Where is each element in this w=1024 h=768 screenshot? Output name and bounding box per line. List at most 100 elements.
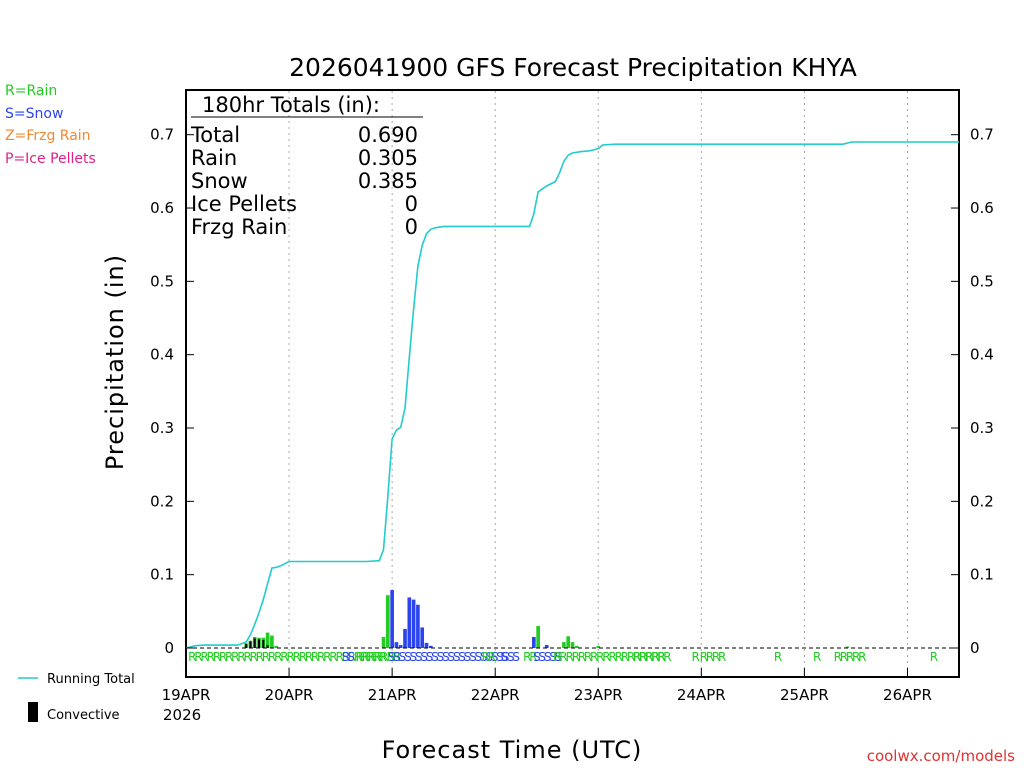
rain-bar	[562, 642, 566, 648]
precip-type-marker: S	[500, 650, 507, 664]
x-tick-label: 24APR	[677, 686, 726, 704]
snow-bar	[420, 627, 425, 648]
totals-row-label: Ice Pellets	[191, 192, 297, 216]
rain-bar	[386, 595, 390, 648]
convective-bar	[262, 639, 265, 648]
snow-bar	[428, 645, 433, 648]
totals-rows: Total 0.690 Rain 0.305 Snow 0.385 Ice Pellets 0…	[190, 123, 418, 239]
y-tick-label: 0	[164, 639, 174, 657]
convective-legend-label: Convective	[47, 708, 120, 723]
snow-bar	[407, 597, 412, 648]
y-tick-label: 0	[970, 639, 980, 657]
totals-row-label: Snow	[191, 169, 248, 193]
precip-type-marker: RRRRRR	[633, 650, 672, 664]
rain-bar	[845, 646, 850, 648]
rain-bar	[596, 645, 601, 648]
x-axis-label: Forecast Time (UTC)	[382, 736, 643, 764]
y-tick-label: 0.6	[150, 199, 174, 217]
precip-type-marker: RRRRRRRRRRRRRRRRRR	[553, 650, 665, 664]
precip-type-marker: RRRRRRRRRRRRRRRRRRRRRRRRRRRRRRRR	[188, 650, 386, 664]
line-legend: Running Total Convective	[18, 672, 135, 723]
convective-bars	[245, 638, 269, 648]
totals-row-value: 0.305	[358, 146, 418, 170]
y-axis-label: Precipitation (in)	[101, 254, 129, 470]
precip-type-marker: RRRRRRR	[356, 650, 401, 664]
x-tick-label: 20APR	[265, 686, 314, 704]
legend-frzg-rain: Z=Frzg Rain	[5, 128, 91, 144]
convective-bar	[245, 643, 248, 648]
y-tick-label: 0.1	[150, 566, 174, 584]
snow-bar	[416, 604, 420, 648]
totals-row-label: Rain	[191, 146, 237, 170]
snow-bar	[424, 642, 429, 648]
precip-type-marker: SSSSSSSSSSSSSSSSSSSSSSSS	[388, 650, 520, 664]
totals-row-value: 0.690	[358, 123, 418, 147]
precip-type-marker: RR	[523, 650, 537, 664]
precip-type-marker: SSSSS	[533, 650, 562, 664]
x-tick-label: 22APR	[471, 686, 520, 704]
convective-bar	[258, 639, 261, 648]
precip-type-marker: RRRRR	[834, 650, 867, 664]
precip-type-marker: SS	[342, 650, 354, 664]
totals-box: 180hr Totals (in): Total 0.690 Rain 0.305 Sn…	[190, 93, 423, 239]
convective-bar	[249, 641, 252, 648]
convective-bar	[253, 638, 256, 648]
x-tick-label: 19APR	[162, 686, 211, 704]
totals-row-label: Frzg Rain	[191, 215, 287, 239]
x-tick-label: 21APR	[368, 686, 417, 704]
x-tick-label: 23APR	[574, 686, 623, 704]
x-tick-label: 25APR	[780, 686, 829, 704]
chart-title: 2026041900 GFS Forecast Precipitation KH…	[289, 53, 857, 82]
snow-bar	[394, 642, 399, 648]
rain-bar	[570, 642, 575, 648]
precip-type-marker: R	[774, 650, 782, 664]
totals-row-label: Total	[190, 123, 240, 147]
precip-type-marker: RR	[481, 650, 495, 664]
y-tick-label: 0.3	[150, 419, 174, 437]
source-credit: coolwx.com/models	[867, 747, 1015, 765]
rain-bar	[574, 645, 579, 648]
y-tick-label: 0.2	[150, 492, 174, 510]
y-tick-label: 0.7	[970, 126, 994, 144]
snow-bar	[390, 590, 394, 648]
precip-type-marker: R	[930, 650, 938, 664]
x-tick-label: 26APR	[883, 686, 932, 704]
precip-type-marker: R	[691, 650, 699, 664]
gridlines	[288, 91, 908, 676]
snow-bar	[403, 628, 407, 648]
y-tick-label: 0.5	[150, 272, 174, 290]
plot-area-frame	[185, 89, 960, 678]
rain-bar	[265, 632, 270, 648]
precip-type-marker: RRRR	[700, 650, 726, 664]
running-total-line	[185, 141, 959, 649]
legend-snow: S=Snow	[5, 106, 63, 122]
rain-bar	[536, 626, 540, 648]
totals-row-value: 0.385	[358, 169, 418, 193]
x-axis-ticks: 19APR 20APR 21APR 22APR 23APR 24APR 25APR 26APR	[162, 668, 932, 704]
precip-bars	[244, 590, 850, 648]
rain-bar	[381, 637, 386, 648]
legend-ice-pellets: P=Ice Pellets	[5, 151, 96, 167]
y-axis-right-ticks: 0 0.1 0.2 0.3 0.4 0.5 0.6 0.7	[951, 126, 994, 657]
totals-header: 180hr Totals (in):	[202, 93, 380, 117]
running-total-legend-label: Running Total	[47, 672, 135, 687]
snow-bar	[411, 599, 416, 648]
snow-bar	[398, 645, 403, 648]
rain-bar	[566, 636, 571, 648]
y-tick-label: 0.7	[150, 126, 174, 144]
y-tick-label: 0.3	[970, 419, 994, 437]
convective-bar	[266, 645, 269, 648]
convective-legend-icon	[28, 702, 38, 722]
y-tick-label: 0.6	[970, 199, 994, 217]
y-tick-label: 0.1	[970, 566, 994, 584]
rain-bar	[270, 635, 274, 648]
precip-type-marker: R	[813, 650, 821, 664]
totals-row-value: 0	[405, 215, 418, 239]
y-axis-left-ticks: 0 0.1 0.2 0.3 0.4 0.5 0.6 0.7	[150, 126, 194, 657]
x-axis-year: 2026	[163, 706, 201, 724]
snow-bar	[532, 637, 536, 648]
rain-bar	[274, 645, 279, 648]
y-tick-label: 0.4	[150, 346, 174, 364]
